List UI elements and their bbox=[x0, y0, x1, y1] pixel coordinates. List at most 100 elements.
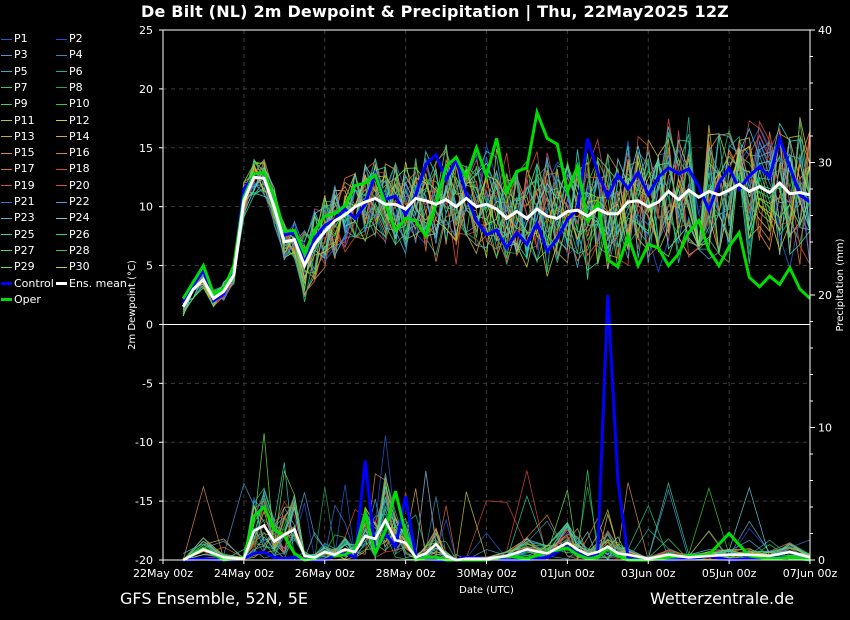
legend-item-p26: P26 bbox=[55, 227, 90, 243]
y-axis-label: 2m Dewpoint (°C) bbox=[127, 260, 138, 350]
legend-item-p23: P23 bbox=[0, 210, 35, 226]
legend-item-p4: P4 bbox=[55, 47, 83, 63]
precip-line-oper bbox=[182, 490, 811, 562]
x-tick-label: 24May 00z bbox=[214, 567, 274, 580]
legend-item-p7: P7 bbox=[0, 80, 28, 96]
legend-item-control: Control bbox=[0, 276, 54, 292]
x-tick-label: 05Jun 00z bbox=[702, 567, 757, 580]
legend-item-p19: P19 bbox=[0, 178, 35, 194]
dewpoint-line-ens-mean bbox=[181, 175, 811, 308]
legend-label: Ens. mean bbox=[69, 276, 127, 290]
legend-item-p21: P21 bbox=[0, 194, 35, 210]
legend-swatch bbox=[1, 168, 12, 170]
legend-label: P16 bbox=[69, 146, 90, 160]
x-tick-label: 30May 00z bbox=[456, 567, 516, 580]
legend-label: P12 bbox=[69, 113, 90, 127]
legend-swatch bbox=[1, 87, 12, 89]
legend-item-p16: P16 bbox=[55, 145, 90, 161]
dewpoint-line-control bbox=[181, 133, 811, 304]
y-tick-label: 20 bbox=[139, 83, 153, 96]
chart-title: De Bilt (NL) 2m Dewpoint & Precipitation… bbox=[141, 2, 729, 21]
legend-swatch bbox=[56, 234, 67, 236]
legend-label: Control bbox=[14, 276, 54, 290]
legend-label: P4 bbox=[69, 48, 83, 62]
legend-label: P8 bbox=[69, 80, 83, 94]
y-tick-label: -10 bbox=[135, 436, 153, 449]
legend-label: P1 bbox=[14, 32, 28, 45]
legend-swatch bbox=[1, 266, 12, 268]
x-tick-label: 22May 00z bbox=[133, 567, 193, 580]
legend-item-ens-mean: Ens. mean bbox=[55, 276, 127, 292]
legend-item-p30: P30 bbox=[55, 259, 90, 275]
y-tick-label: -15 bbox=[135, 495, 153, 508]
member-line-p20 bbox=[182, 134, 811, 314]
axes: -20 -15 -10 -5 0 5 10 15 20 25 0 10 20 30 40 22May 00z 2… bbox=[127, 24, 846, 596]
legend-item-p20: P20 bbox=[55, 178, 90, 194]
legend-item-p22: P22 bbox=[55, 194, 90, 210]
x-tick-label: 26May 00z bbox=[295, 567, 355, 580]
legend-swatch bbox=[1, 298, 12, 302]
legend-label: P26 bbox=[69, 227, 90, 241]
legend-label: P24 bbox=[69, 211, 90, 225]
legend-swatch bbox=[56, 201, 67, 203]
legend-label: P11 bbox=[14, 113, 35, 127]
legend-item-p18: P18 bbox=[55, 161, 90, 177]
legend-swatch bbox=[56, 120, 67, 121]
legend-item-oper: Oper bbox=[0, 292, 41, 308]
legend-swatch bbox=[1, 282, 12, 285]
legend-swatch bbox=[1, 217, 12, 219]
y-tick-label: -20 bbox=[135, 554, 153, 567]
legend-item-p24: P24 bbox=[55, 210, 90, 226]
legend-swatch bbox=[1, 103, 12, 105]
legend-swatch bbox=[56, 217, 67, 219]
y-tick-label: 5 bbox=[146, 260, 153, 273]
legend-label: P5 bbox=[14, 64, 28, 78]
legend-label: P18 bbox=[69, 162, 90, 176]
x-tick-label: 03Jun 00z bbox=[621, 567, 676, 580]
legend-item-p27: P27 bbox=[0, 243, 35, 259]
legend-swatch bbox=[1, 201, 12, 203]
legend-item-p10: P10 bbox=[55, 96, 90, 112]
legend-label: P6 bbox=[69, 64, 83, 78]
legend-label: P23 bbox=[14, 211, 35, 225]
legend-label: P21 bbox=[14, 195, 35, 208]
member-line-p26 bbox=[182, 135, 811, 308]
legend-swatch bbox=[56, 266, 67, 268]
legend-item-p2: P2 bbox=[55, 31, 83, 47]
legend-item-p8: P8 bbox=[55, 80, 83, 96]
legend-swatch bbox=[56, 38, 67, 40]
legend-swatch bbox=[1, 120, 12, 121]
legend-swatch bbox=[1, 152, 12, 154]
legend-label: P7 bbox=[14, 80, 28, 94]
legend-swatch bbox=[56, 136, 67, 138]
legend-label: P25 bbox=[14, 227, 35, 241]
legend-swatch bbox=[1, 136, 12, 138]
legend-label: P13 bbox=[14, 129, 35, 143]
legend-swatch bbox=[56, 152, 67, 154]
legend-label: P3 bbox=[14, 48, 28, 62]
legend-item-p5: P5 bbox=[0, 64, 28, 80]
legend-swatch bbox=[56, 185, 67, 187]
legend-label: P14 bbox=[69, 129, 90, 143]
legend-swatch bbox=[1, 234, 12, 236]
y2-tick-label: 40 bbox=[818, 24, 832, 37]
legend-label: P20 bbox=[69, 178, 90, 192]
model-info: GFS Ensemble, 52N, 5E bbox=[120, 589, 308, 608]
x-tick-label: 28May 00z bbox=[376, 567, 436, 580]
legend-label: Oper bbox=[14, 292, 41, 306]
y2-axis-label: Precipitation (mm) bbox=[835, 238, 846, 331]
legend-label: P2 bbox=[69, 32, 83, 45]
y-tick-label: 0 bbox=[146, 318, 153, 331]
legend-item-p6: P6 bbox=[55, 64, 83, 80]
y2-tick-label: 10 bbox=[818, 422, 832, 435]
source-credit: Wetterzentrale.de bbox=[650, 589, 795, 608]
y-tick-label: 15 bbox=[139, 142, 153, 155]
legend-item-p17: P17 bbox=[0, 161, 35, 177]
legend-item-p9: P9 bbox=[0, 96, 28, 112]
legend-label: P28 bbox=[69, 243, 90, 257]
legend-item-p29: P29 bbox=[0, 259, 35, 275]
y-tick-label: 25 bbox=[139, 24, 153, 37]
grid bbox=[162, 30, 811, 560]
precip-line-ens-mean bbox=[182, 517, 811, 562]
y-tick-label: -5 bbox=[142, 377, 153, 390]
